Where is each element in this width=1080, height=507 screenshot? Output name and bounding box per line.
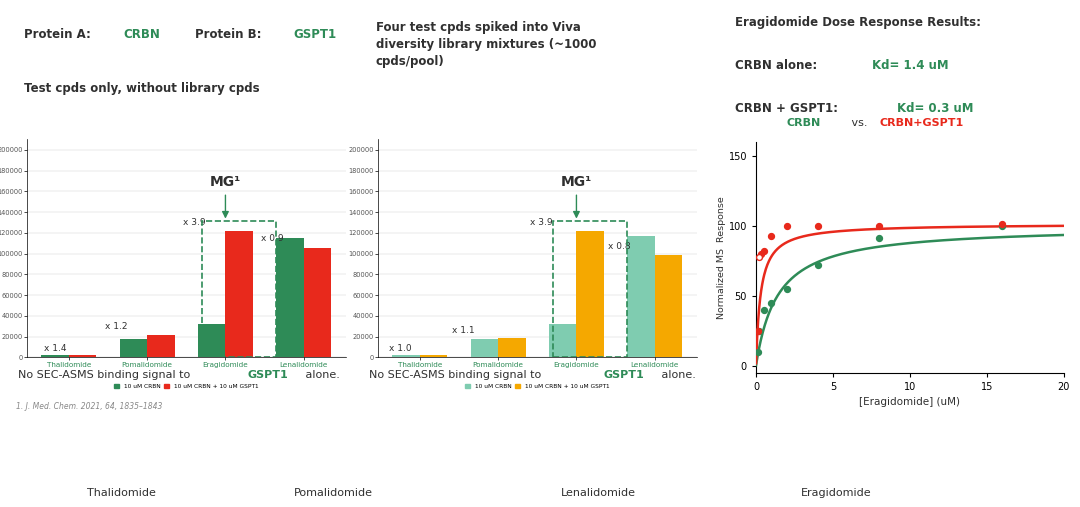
Text: CRBN+GSPT1: CRBN+GSPT1 [879, 118, 963, 128]
Point [809, 222, 826, 230]
Bar [226, 231, 253, 357]
Legend: 10 uM CRBN, 10 uM CRBN + 10 uM GSPT1: 10 uM CRBN, 10 uM CRBN + 10 uM GSPT1 [111, 382, 261, 391]
Text: x 3.9: x 3.9 [530, 218, 553, 227]
Point [762, 232, 780, 240]
Text: 1. J. Med. Chem. 2021, 64, 1835–1843: 1. J. Med. Chem. 2021, 64, 1835–1843 [16, 402, 162, 411]
Point [751, 252, 768, 261]
Point [870, 234, 888, 242]
Point [762, 299, 780, 307]
Bar [198, 324, 226, 357]
Text: Eragidomide Dose Response Results:: Eragidomide Dose Response Results: [735, 16, 982, 29]
Point [994, 222, 1011, 230]
Legend: 10 uM CRBN, 10 uM CRBN + 10 uM GSPT1: 10 uM CRBN, 10 uM CRBN + 10 uM GSPT1 [462, 382, 612, 391]
Text: CRBN alone:: CRBN alone: [735, 59, 822, 72]
Bar [654, 255, 683, 357]
Text: alone.: alone. [659, 370, 697, 380]
Text: GSPT1: GSPT1 [247, 370, 288, 380]
Text: Protein A:: Protein A: [25, 28, 95, 41]
Bar [41, 355, 69, 357]
Bar [392, 355, 420, 357]
Text: x 1.4: x 1.4 [43, 344, 66, 353]
Text: Pomalidomide: Pomalidomide [294, 488, 373, 498]
Text: x 1.2: x 1.2 [105, 322, 127, 332]
Text: x 3.9: x 3.9 [183, 218, 205, 227]
Bar [627, 236, 654, 357]
Text: MG¹: MG¹ [210, 175, 241, 189]
Text: Test cpds only, without library cpds: Test cpds only, without library cpds [25, 82, 260, 95]
Point [751, 327, 768, 335]
Text: CRBN + GSPT1:: CRBN + GSPT1: [735, 102, 842, 115]
Text: Thalidomide: Thalidomide [87, 488, 157, 498]
Point [778, 222, 795, 230]
Text: x 0.8: x 0.8 [608, 241, 631, 250]
Bar [420, 355, 447, 357]
Point [809, 261, 826, 269]
Bar [303, 248, 332, 357]
Text: x 0.9: x 0.9 [261, 234, 284, 243]
Text: x 1.0: x 1.0 [389, 344, 411, 353]
Text: CRBN: CRBN [123, 28, 160, 41]
Text: Lenalidomide: Lenalidomide [561, 488, 636, 498]
Text: alone.: alone. [301, 370, 339, 380]
Bar [276, 238, 303, 357]
Text: vs.: vs. [849, 118, 872, 128]
Text: GSPT1: GSPT1 [604, 370, 645, 380]
Point [752, 250, 769, 258]
Text: No SEC-ASMS binding signal to: No SEC-ASMS binding signal to [369, 370, 544, 380]
Text: Kd= 0.3 uM: Kd= 0.3 uM [897, 102, 973, 115]
Text: MG¹: MG¹ [561, 175, 592, 189]
Text: No SEC-ASMS binding signal to: No SEC-ASMS binding signal to [17, 370, 193, 380]
Point [755, 306, 772, 314]
Bar [471, 339, 498, 357]
X-axis label: [Eragidomide] (uM): [Eragidomide] (uM) [860, 397, 960, 407]
Bar [69, 354, 96, 357]
Point [748, 327, 766, 335]
Point [755, 247, 772, 255]
Text: Kd= 1.4 uM: Kd= 1.4 uM [873, 59, 949, 72]
Bar [498, 338, 526, 357]
Text: Protein B:: Protein B: [194, 28, 265, 41]
Text: Eragidomide: Eragidomide [801, 488, 872, 498]
Point [994, 221, 1011, 229]
Bar [549, 324, 577, 357]
Point [748, 348, 766, 356]
Text: CRBN: CRBN [786, 118, 821, 128]
Bar [147, 335, 175, 357]
Y-axis label: Normalized MS  Response: Normalized MS Response [717, 196, 726, 319]
Bar [120, 339, 147, 357]
Point [870, 222, 888, 230]
Text: Four test cpds spiked into Viva
diversity library mixtures (~1000
cpds/pool): Four test cpds spiked into Viva diversit… [376, 21, 596, 68]
Point [778, 285, 795, 293]
Bar [577, 231, 604, 357]
Text: GSPT1: GSPT1 [293, 28, 336, 41]
Text: x 1.1: x 1.1 [451, 325, 474, 335]
